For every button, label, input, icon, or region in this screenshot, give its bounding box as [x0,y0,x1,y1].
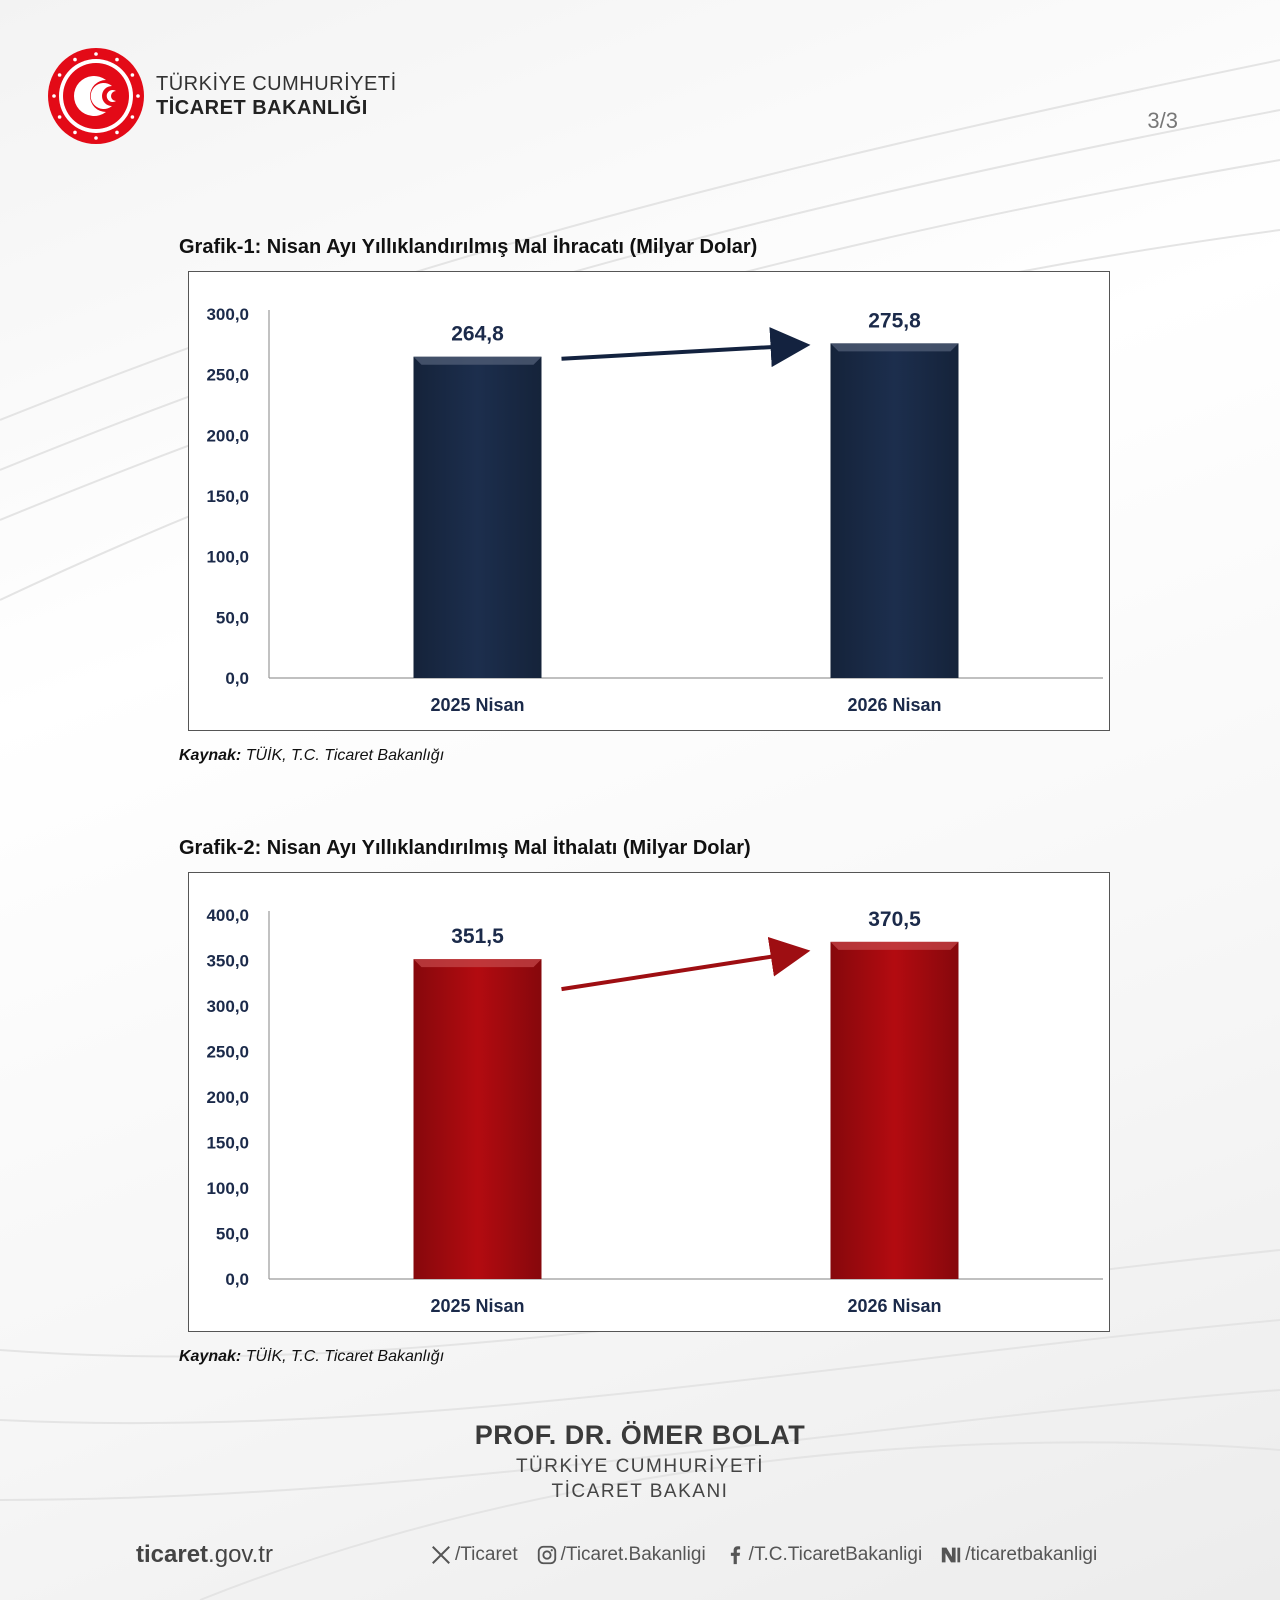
y-tick-label: 100,0 [206,548,249,567]
social-link-x[interactable]: /Ticaret [430,1544,518,1566]
y-tick-label: 50,0 [216,1225,249,1244]
facebook-icon [730,1546,740,1565]
nsosyal-icon [942,1547,961,1563]
chart-2: 0,0 50,0 100,0 150,0 200,0 250,0 300,0 350,0 400… [188,872,1110,1332]
y-tick-label: 200,0 [206,1088,249,1107]
x-icon [432,1546,450,1564]
data-label: 351,5 [451,925,504,948]
chart-1-source-label: Kaynak: [179,747,242,764]
x-tick-label: 2025 Nisan [430,1296,524,1316]
y-tick-label: 100,0 [206,1179,249,1198]
website-link[interactable]: ticaret.gov.tr [136,1541,273,1569]
minister-title-line1: TÜRKİYE CUMHURİYETİ [515,1456,765,1477]
social-handle: /Ticaret [455,1544,518,1565]
x-tick-label: 2026 Nisan [847,1296,941,1316]
chart-2-source-label: Kaynak: [179,1348,242,1365]
y-tick-label: 300,0 [206,305,249,324]
bar-bevel [413,356,542,365]
chart-1-source: Kaynak: TÜİK, T.C. Ticaret Bakanlığı [179,747,444,765]
social-link-instagram[interactable]: /Ticaret.Bakanligi [536,1544,706,1566]
page-number: 3/3 [1147,108,1178,133]
bar-bevel [413,959,542,968]
social-handle: /T.C.TicaretBakanligi [748,1544,923,1565]
chart-2-source: Kaynak: TÜİK, T.C. Ticaret Bakanlığı [179,1348,444,1366]
bar [830,941,959,1279]
ministry-name-line2: TİCARET BAKANLIĞI [156,97,368,119]
bar [413,356,542,678]
minister-name: PROF. DR. ÖMER BOLAT [474,1420,806,1450]
social-link-nsosyal[interactable]: /ticaretbakanligi [940,1544,1097,1566]
y-tick-label: 200,0 [206,426,249,445]
social-link-facebook[interactable]: /T.C.TicaretBakanligi [724,1544,923,1566]
ministry-name-line1: TÜRKİYE CUMHURİYETİ [156,73,397,95]
chart-1-source-text: TÜİK, T.C. Ticaret Bakanlığı [241,747,445,764]
chart-2-source-text: TÜİK, T.C. Ticaret Bakanlığı [241,1348,445,1365]
y-tick-label: 400,0 [206,906,249,925]
x-tick-label: 2026 Nisan [847,695,941,715]
chart-2-title: Grafik-2: Nisan Ayı Yıllıklandırılmış Ma… [179,837,751,859]
bar-bevel [830,941,959,950]
minister-title-line2: TİCARET BAKANI [551,1481,729,1502]
social-handle: /Ticaret.Bakanligi [560,1544,706,1565]
y-tick-label: 150,0 [206,487,249,506]
bar [830,343,959,678]
trend-arrow [561,936,811,992]
data-label: 264,8 [451,323,504,346]
website-domain: .gov.tr [208,1541,273,1568]
y-tick-label: 300,0 [206,997,249,1016]
data-label: 275,8 [868,309,921,332]
data-label: 370,5 [868,908,921,931]
y-tick-label: 350,0 [206,952,249,971]
bar-bevel [830,343,959,352]
y-tick-label: 0,0 [225,669,249,688]
y-tick-label: 150,0 [206,1134,249,1153]
y-tick-label: 0,0 [225,1270,249,1289]
y-tick-label: 250,0 [206,366,249,385]
header: TÜRKİYE CUMHURİYETİ TİCARET BAKANLIĞI [46,46,397,146]
chart-2-plot: 0,0 50,0 100,0 150,0 200,0 250,0 300,0 350,0 400… [206,906,1103,1316]
trend-arrow [561,327,811,368]
social-handle: /ticaretbakanligi [965,1544,1098,1565]
y-tick-label: 250,0 [206,1043,249,1062]
y-tick-label: 50,0 [216,608,249,627]
footer: ticaret.gov.tr /Ticaret /Ticaret.Bakanli… [0,1541,1280,1571]
chart-1-title: Grafik-1: Nisan Ayı Yıllıklandırılmış Ma… [179,236,758,258]
social-links: /Ticaret /Ticaret.Bakanligi /T.C.Ticaret… [430,1544,1097,1566]
website-name: ticaret [136,1541,209,1568]
ministry-seal-icon [48,48,144,144]
ministry-name: TÜRKİYE CUMHURİYETİ TİCARET BAKANLIĞI [156,72,397,120]
instagram-icon [537,1545,556,1565]
chart-1-plot: 0,0 50,0 100,0 150,0 200,0 250,0 300,0 264,8 202… [206,305,1103,715]
bar [413,959,542,1279]
chart-1: 0,0 50,0 100,0 150,0 200,0 250,0 300,0 264,8 202… [188,271,1110,731]
x-tick-label: 2025 Nisan [430,695,524,715]
